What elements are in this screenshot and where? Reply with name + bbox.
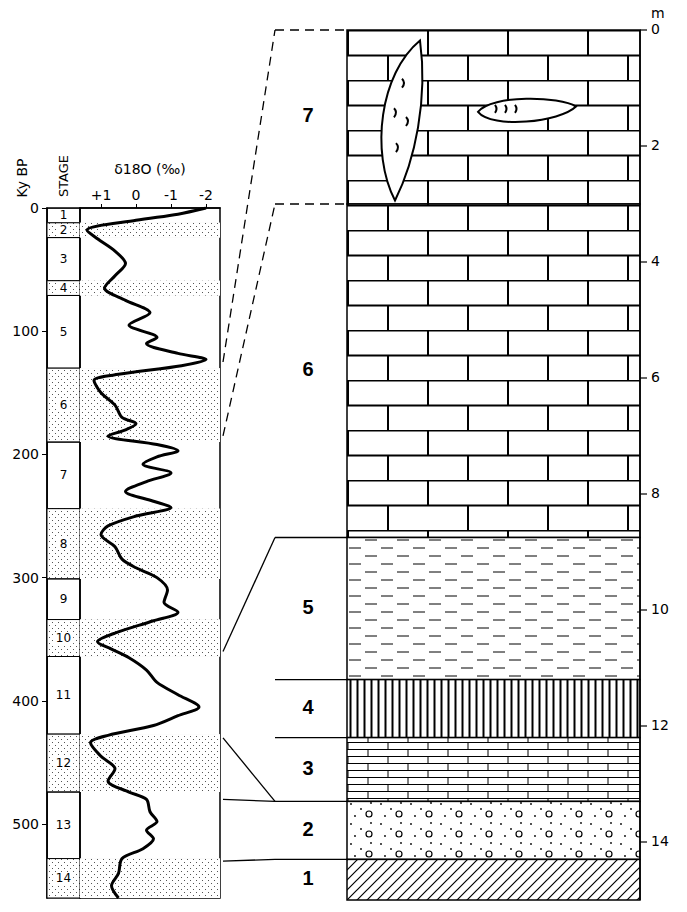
- svg-text:-1: -1: [164, 187, 178, 203]
- svg-text:6: 6: [651, 369, 660, 385]
- svg-text:6: 6: [302, 358, 313, 380]
- svg-text:2: 2: [302, 818, 313, 840]
- svg-text:11: 11: [56, 688, 71, 702]
- svg-text:14: 14: [56, 871, 71, 885]
- svg-text:9: 9: [60, 592, 68, 606]
- svg-text:5: 5: [60, 325, 68, 339]
- svg-text:400: 400: [12, 693, 39, 709]
- svg-text:-2: -2: [199, 187, 213, 203]
- svg-text:2: 2: [651, 137, 660, 153]
- svg-text:STAGE: STAGE: [56, 155, 71, 197]
- svg-text:+1: +1: [91, 187, 112, 203]
- svg-text:10: 10: [56, 631, 71, 645]
- svg-text:500: 500: [12, 816, 39, 832]
- svg-text:12: 12: [56, 756, 71, 770]
- svg-text:1: 1: [302, 867, 313, 889]
- svg-text:2: 2: [60, 223, 68, 237]
- svg-text:6: 6: [60, 398, 68, 412]
- svg-text:5: 5: [302, 596, 313, 618]
- svg-text:100: 100: [12, 323, 39, 339]
- svg-text:0: 0: [132, 187, 141, 203]
- svg-text:0: 0: [651, 21, 660, 37]
- svg-text:300: 300: [12, 570, 39, 586]
- svg-text:8: 8: [60, 537, 68, 551]
- svg-text:7: 7: [60, 468, 68, 482]
- svg-text:8: 8: [651, 485, 660, 501]
- svg-text:3: 3: [60, 252, 68, 266]
- svg-text:13: 13: [56, 818, 71, 832]
- svg-text:0: 0: [30, 200, 39, 216]
- svg-text:200: 200: [12, 446, 39, 462]
- svg-text:4: 4: [302, 696, 314, 718]
- svg-text:4: 4: [60, 281, 68, 295]
- svg-text:12: 12: [651, 717, 669, 733]
- svg-text:3: 3: [302, 757, 313, 779]
- svg-text:14: 14: [651, 833, 669, 849]
- svg-text:7: 7: [302, 104, 313, 126]
- svg-text:δ18O (‰): δ18O (‰): [114, 161, 186, 177]
- svg-text:10: 10: [651, 601, 669, 617]
- svg-text:4: 4: [651, 253, 660, 269]
- svg-text:1: 1: [60, 208, 68, 222]
- svg-text:Ky BP: Ky BP: [14, 159, 30, 198]
- svg-text:m: m: [651, 5, 665, 21]
